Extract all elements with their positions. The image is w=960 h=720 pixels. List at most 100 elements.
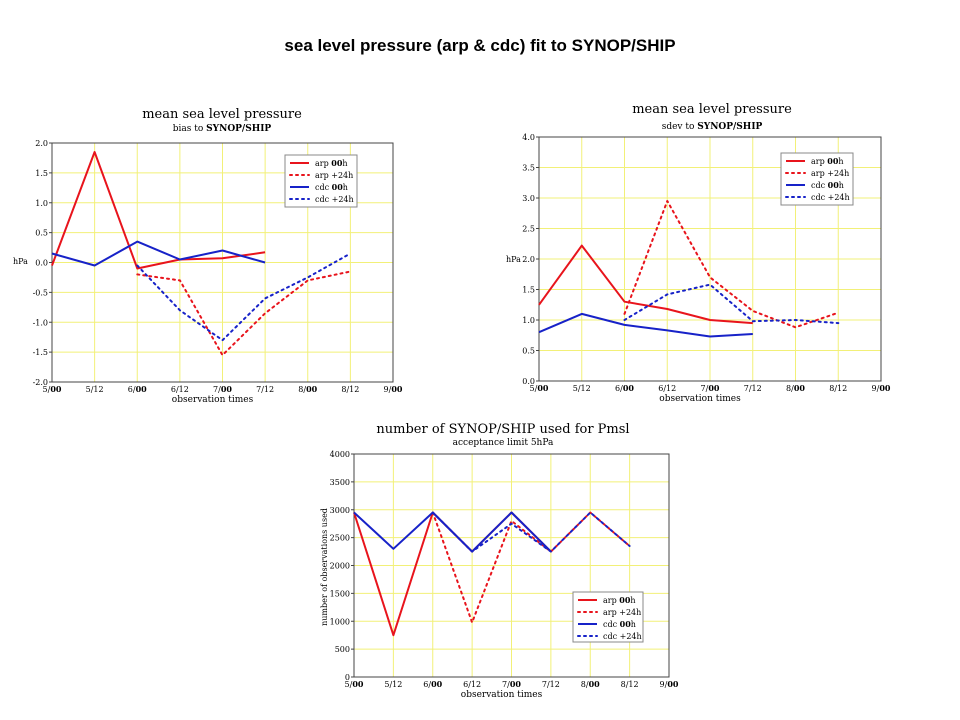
x-axis-label: observation times — [172, 395, 254, 405]
x-tick-label: 5/12 — [384, 680, 402, 689]
legend-label: arp +24h — [603, 608, 641, 617]
legend-label-main: arp +24h — [811, 169, 849, 178]
y-tick-label: 0.0 — [35, 259, 48, 268]
x-tick-label: 9/00 — [384, 384, 403, 394]
legend-label: cdc +24h — [811, 193, 850, 202]
y-tick-label: 1.5 — [35, 169, 48, 178]
y-tick-label: 1.0 — [522, 316, 535, 325]
series-line-cdc-24h — [136, 252, 352, 342]
x-tick-label: 7/00 — [701, 383, 720, 393]
legend-label: cdc 00h — [315, 182, 348, 192]
x-tick-label: 6/00 — [615, 383, 634, 393]
legend-label-main: cdc +24h — [315, 195, 354, 204]
x-tick-label-bold: 00 — [431, 679, 443, 689]
x-tick-label-main: 8/ — [786, 384, 794, 393]
x-tick-label: 6/00 — [423, 679, 442, 689]
y-tick-label: 0.0 — [522, 377, 535, 386]
x-tick-label: 7/12 — [542, 680, 560, 689]
y-tick-label: -1.5 — [33, 348, 48, 357]
chart-msl-bias: mean sea level pressure bias to SYNOP/SHI… — [13, 107, 403, 405]
chart-obs-count: number of SYNOP/SHIP used for Pmslaccept… — [320, 422, 679, 700]
x-tick-label-main: 7/12 — [542, 680, 560, 689]
chart-subtitle-bold: SYNOP/SHIP — [697, 122, 762, 132]
y-tick-label: 4000 — [330, 450, 350, 459]
x-tick-label-main: 6/ — [128, 385, 136, 394]
x-tick-label: 7/12 — [256, 385, 274, 394]
x-tick-label-main: 8/12 — [621, 680, 639, 689]
x-tick-label-main: 6/12 — [463, 680, 481, 689]
legend-label: cdc +24h — [315, 195, 354, 204]
y-tick-label: -1.0 — [33, 318, 48, 327]
series-line-cdc-24h — [623, 283, 840, 325]
legend-label-bold: 00 — [332, 182, 344, 192]
x-tick-label: 8/00 — [786, 383, 805, 393]
y-tick-label: 1.0 — [35, 199, 48, 208]
series-line-cdc-00h — [353, 511, 552, 553]
x-tick-label: 6/12 — [171, 385, 189, 394]
x-axis-label: observation times — [659, 394, 741, 404]
y-tick-label: 3.5 — [522, 164, 535, 173]
x-tick-label-bold: 00 — [667, 679, 679, 689]
y-tick-label: 500 — [335, 645, 350, 654]
x-tick-label: 7/00 — [213, 384, 232, 394]
y-tick-label: 3.0 — [522, 194, 535, 203]
x-tick-label-main: 9/ — [660, 680, 668, 689]
x-tick-label-bold: 00 — [221, 384, 233, 394]
x-tick-label-main: 9/ — [872, 384, 880, 393]
y-tick-label: 2.5 — [522, 225, 535, 234]
legend-label-bold: 00 — [331, 158, 343, 168]
legend-label-main: arp — [811, 157, 827, 166]
x-tick-label: 6/12 — [463, 680, 481, 689]
legend-label: cdc 00h — [811, 180, 844, 190]
x-tick-label: 5/12 — [573, 384, 591, 393]
chart-subtitle-bold: SYNOP/SHIP — [206, 124, 271, 134]
legend-label-bold: 00 — [827, 156, 839, 166]
y-tick-label: 1.5 — [522, 286, 535, 295]
series-line-cdc-00h — [538, 312, 753, 338]
chart-title: mean sea level pressure — [632, 102, 792, 117]
y-tick-label: 3000 — [330, 506, 350, 515]
legend-label-main: cdc — [603, 620, 620, 629]
x-tick-label-main: 7/12 — [744, 384, 762, 393]
x-tick-label-bold: 00 — [136, 384, 148, 394]
y-tick-label: 3500 — [330, 478, 350, 487]
legend-label: cdc 00h — [603, 619, 636, 629]
legend-label-main: cdc — [315, 183, 332, 192]
x-tick-label-main: 5/ — [345, 680, 353, 689]
x-tick-label-main: 5/ — [43, 385, 51, 394]
y-tick-label: 2.0 — [522, 255, 535, 264]
series-line-arp-00h — [51, 151, 266, 270]
series-line-arp-24h — [136, 270, 352, 357]
chart-title: number of SYNOP/SHIP used for Pmsl — [376, 422, 629, 437]
x-tick-label-main: 8/ — [298, 385, 306, 394]
x-tick-label-bold: 00 — [537, 383, 549, 393]
slide-title: sea level pressure (arp & cdc) fit to SY… — [284, 36, 676, 55]
chart-subtitle: sdev to SYNOP/SHIP — [662, 122, 763, 132]
x-tick-label-main: 6/ — [423, 680, 431, 689]
x-axis-label: observation times — [461, 690, 543, 700]
y-tick-label: 2500 — [330, 534, 350, 543]
x-tick-label: 8/12 — [829, 384, 847, 393]
x-tick-label-bold: 00 — [879, 383, 891, 393]
x-tick-label-bold: 00 — [510, 679, 522, 689]
y-tick-label: -2.0 — [33, 378, 48, 387]
y-tick-label: 2.0 — [35, 139, 48, 148]
x-tick-label-bold: 00 — [391, 384, 403, 394]
x-tick-label: 8/00 — [581, 679, 600, 689]
x-tick-label-main: 5/12 — [573, 384, 591, 393]
legend-label: arp +24h — [315, 171, 353, 180]
legend-label-tail: h — [343, 183, 348, 192]
legend-label-main: arp +24h — [315, 171, 353, 180]
y-tick-label: -0.5 — [33, 288, 48, 297]
x-tick-label: 5/00 — [345, 679, 364, 689]
series-line-cdc-24h — [431, 511, 631, 553]
chart-subtitle: acceptance limit 5hPa — [453, 438, 554, 448]
x-tick-label: 8/00 — [298, 384, 317, 394]
x-tick-label-bold: 00 — [708, 383, 720, 393]
y-tick-label: 1000 — [330, 617, 350, 626]
y-tick-label: 0 — [345, 673, 350, 682]
x-tick-label-main: 5/12 — [384, 680, 402, 689]
y-tick-label: 0.5 — [522, 347, 535, 356]
x-tick-label-bold: 00 — [50, 384, 62, 394]
y-axis-label: hPa — [13, 257, 28, 266]
